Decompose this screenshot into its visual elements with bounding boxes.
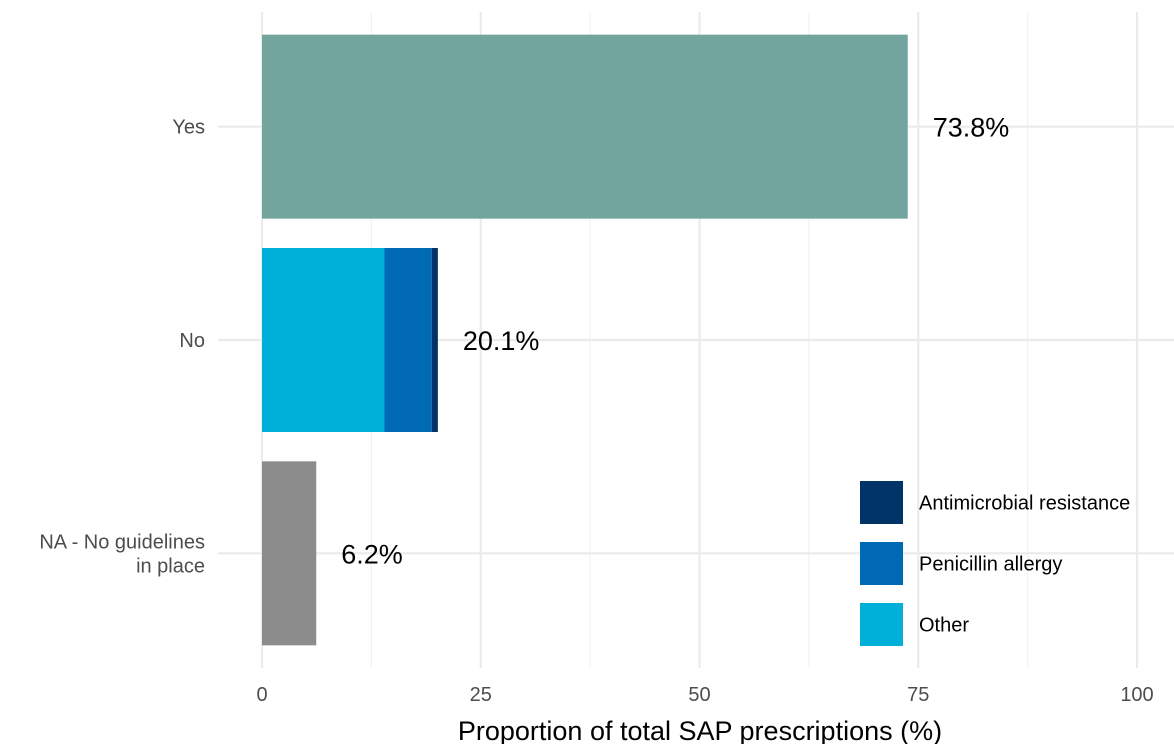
y-axis-tick-labels: Yes No NA - No guidelines in place [39, 117, 205, 578]
bars [262, 34, 908, 646]
x-tick-label-50: 50 [688, 684, 710, 706]
x-tick-label-0: 0 [256, 684, 267, 706]
bar-yes [262, 34, 908, 219]
data-label-no: 20.1% [463, 326, 540, 356]
y-tick-label-yes: Yes [172, 117, 205, 139]
bar-value-labels: 73.8% 20.1% 6.2% [341, 113, 1009, 570]
x-tick-label-25: 25 [470, 684, 492, 706]
data-label-yes: 73.8% [933, 113, 1010, 143]
legend-key-other [860, 603, 903, 646]
legend-label-antimicrobial-resistance: Antimicrobial resistance [919, 493, 1130, 515]
legend-label-other: Other [919, 615, 969, 637]
bar-no-antimicrobial-resistance [431, 248, 438, 432]
y-tick-label-no: No [179, 330, 205, 352]
legend-label-penicillin-allergy: Penicillin allergy [919, 554, 1062, 576]
bar-na-no-guidelines-in-place [262, 461, 317, 646]
bar-no-other [262, 248, 385, 432]
legend: Antimicrobial resistance Penicillin aller… [860, 481, 1130, 646]
legend-key-antimicrobial-resistance [860, 481, 903, 524]
x-axis-tick-labels: 0 25 50 75 100 [256, 684, 1153, 706]
x-axis-title: Proportion of total SAP prescriptions (%… [458, 716, 942, 744]
bar-no-penicillin-allergy [384, 248, 432, 432]
y-tick-label-na-no-guidelines-in-place: NA - No guidelines in place [39, 531, 205, 577]
legend-key-penicillin-allergy [860, 542, 903, 585]
data-label-na-no-guidelines-in-place: 6.2% [341, 539, 403, 569]
x-tick-label-100: 100 [1120, 684, 1153, 706]
x-tick-label-75: 75 [907, 684, 929, 706]
